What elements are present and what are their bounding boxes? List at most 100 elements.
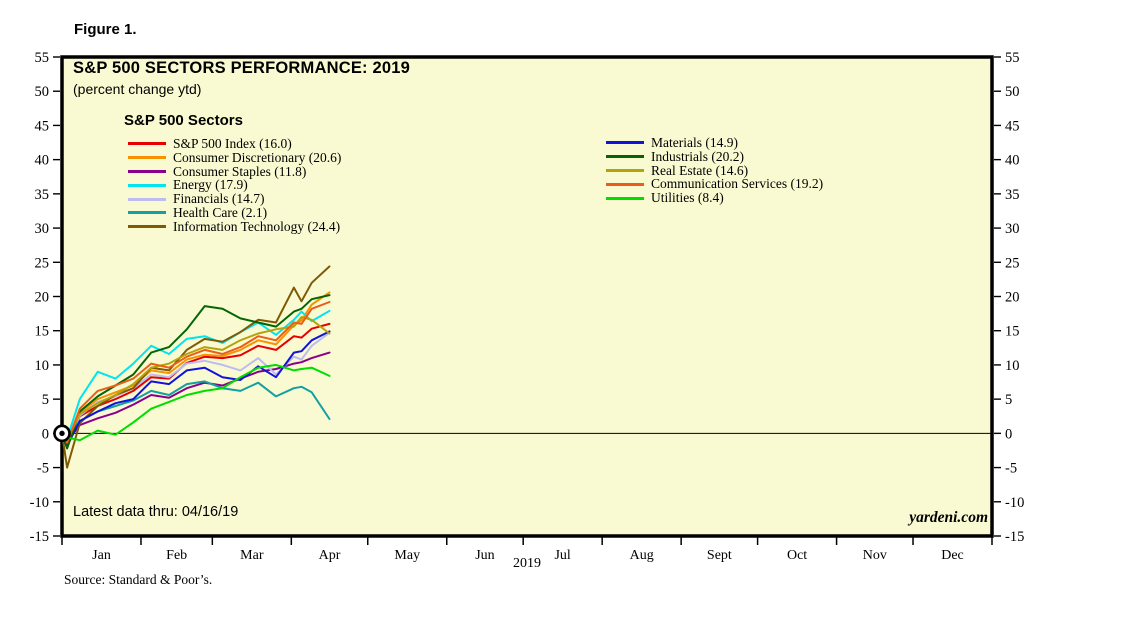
legend-label: Materials (14.9)	[651, 135, 738, 150]
y-tick-label-left: 40	[35, 153, 50, 169]
legend-item: Consumer Discretionary (20.6)	[128, 149, 342, 165]
x-month-label: Apr	[319, 548, 341, 563]
legend-label: Real Estate (14.6)	[651, 162, 749, 178]
legend-swatch	[128, 183, 166, 187]
series-line	[61, 301, 331, 444]
series-line	[61, 316, 331, 442]
legend-label: Utilities (8.4)	[651, 190, 724, 206]
series-line	[61, 294, 331, 450]
legend-swatch	[128, 197, 166, 201]
y-tick-label-left: 55	[35, 50, 50, 66]
figure-label: Figure 1.	[74, 21, 137, 38]
source-note: Source: Standard & Poor’s.	[64, 572, 213, 587]
y-tick-label-left: 25	[35, 255, 50, 271]
legend-label: Information Technology (24.4)	[173, 218, 341, 234]
x-month-label: Nov	[863, 548, 887, 563]
legend-swatch	[606, 196, 644, 200]
legend-label: S&P 500 Index (16.0)	[173, 136, 292, 151]
y-tick-label-left: 15	[35, 324, 50, 340]
legend-label: Industrials (20.2)	[651, 148, 744, 164]
x-axis-year-label: 2019	[513, 556, 541, 571]
x-month-label: Feb	[166, 548, 187, 563]
legend-swatch	[606, 168, 644, 172]
y-tick-label-right: -10	[1005, 495, 1024, 511]
legend-column-right: Materials (14.9) Industrials (20.2) Real E…	[606, 136, 823, 205]
y-tick-label-right: 30	[1005, 221, 1020, 237]
legend-swatch	[606, 182, 644, 186]
legend-swatch	[128, 142, 166, 146]
x-month-label: Aug	[630, 548, 654, 563]
y-tick-label-left: 10	[35, 358, 50, 374]
legend-swatch	[128, 225, 166, 229]
y-tick-label-right: 35	[1005, 187, 1020, 203]
legend-item: Utilities (8.4)	[606, 191, 823, 205]
y-tick-label-left: 0	[42, 426, 49, 442]
y-tick-label-right: 25	[1005, 255, 1020, 271]
plot-box	[60, 55, 994, 538]
y-tick-label-right: -5	[1005, 461, 1017, 477]
legend-item: Materials (14.9)	[606, 136, 823, 150]
legend-item: Financials (14.7)	[128, 192, 341, 206]
y-tick-label-right: 10	[1005, 358, 1020, 374]
x-month-label: May	[394, 548, 420, 563]
y-tick-label-right: 20	[1005, 290, 1020, 306]
y-tick-label-right: -15	[1005, 529, 1024, 545]
y-tick-label-right: 15	[1005, 324, 1020, 340]
legend-label: Consumer Staples (11.8)	[173, 163, 307, 179]
x-month-label: Dec	[941, 548, 964, 563]
y-tick-label-right: 50	[1005, 84, 1020, 100]
legend-swatch	[128, 169, 166, 173]
watermark-yardeni: yardeni.com	[909, 509, 988, 526]
y-tick-label-left: 20	[35, 290, 50, 306]
y-tick-label-left: -10	[30, 495, 49, 511]
legend-swatch	[606, 155, 644, 159]
legend-item: Energy (17.9)	[128, 178, 341, 192]
origin-marker-dot	[59, 430, 65, 437]
y-tick-label-left: 45	[35, 118, 50, 134]
legend-label: Financials (14.7)	[173, 191, 265, 207]
legend-label: Consumer Discretionary (20.6)	[173, 149, 342, 165]
x-month-label: Jul	[554, 548, 570, 563]
series-line	[61, 363, 331, 442]
latest-data-note: Latest data thru: 04/16/19	[73, 504, 239, 520]
series-line	[61, 309, 331, 440]
x-month-label: Oct	[787, 548, 807, 563]
series-line	[61, 351, 331, 443]
y-tick-label-right: 5	[1005, 392, 1012, 408]
y-tick-label-left: 30	[35, 221, 50, 237]
chart-subtitle: (percent change ytd)	[73, 81, 202, 97]
y-tick-label-left: 35	[35, 187, 50, 203]
legend-label: Communication Services (19.2)	[651, 176, 824, 192]
legend-swatch	[128, 156, 166, 160]
x-month-label: Jan	[92, 548, 111, 563]
chart-title: S&P 500 SECTORS PERFORMANCE: 2019	[73, 59, 411, 77]
legend-label: Energy (17.9)	[173, 177, 248, 193]
y-tick-label-right: 0	[1005, 426, 1012, 442]
y-tick-label-right: 40	[1005, 153, 1020, 169]
legend-item: Consumer Staples (11.8)	[128, 163, 341, 179]
x-month-label: Sept	[707, 548, 732, 563]
y-tick-label-right: 55	[1005, 50, 1020, 66]
legend-item: Industrials (20.2)	[606, 148, 823, 164]
series-line	[61, 330, 331, 447]
y-tick-label-left: -15	[30, 529, 49, 545]
legend-column-left: S&P 500 Index (16.0) Consumer Discretiona…	[128, 137, 341, 234]
series-line	[61, 265, 331, 469]
y-tick-label-right: 45	[1005, 118, 1020, 134]
legend-item: Health Care (2.1)	[128, 206, 341, 220]
y-tick-label-left: -5	[37, 461, 49, 477]
legend-item: Information Technology (24.4)	[128, 218, 341, 234]
x-month-label: Mar	[240, 548, 264, 563]
legend-item: S&P 500 Index (16.0)	[128, 137, 341, 151]
legend-title: S&P 500 Sectors	[124, 112, 243, 129]
y-tick-label-left: 5	[42, 392, 49, 408]
legend-label: Health Care (2.1)	[173, 204, 268, 220]
x-month-label: Jun	[475, 548, 494, 563]
legend-swatch	[128, 211, 166, 215]
legend-item: Communication Services (19.2)	[606, 177, 823, 191]
y-tick-label-left: 50	[35, 84, 50, 100]
legend-item: Real Estate (14.6)	[606, 162, 823, 178]
legend-swatch	[606, 141, 644, 145]
